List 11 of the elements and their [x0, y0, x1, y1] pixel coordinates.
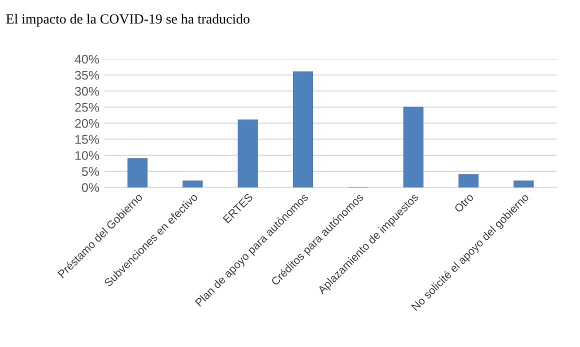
- y-tick-label: 40%: [74, 54, 100, 64]
- y-tick-label: 10%: [75, 151, 100, 160]
- y-tick-label: 15%: [75, 135, 100, 144]
- chart-title: El impacto de la COVID-19 se ha traducido: [6, 14, 250, 26]
- y-tick-label: 35%: [75, 70, 100, 80]
- y-tick-label: 25%: [75, 102, 100, 112]
- x-tick-label: Otro: [454, 192, 474, 213]
- y-tick-label: 5%: [82, 167, 100, 176]
- y-tick-label: 0%: [82, 183, 100, 192]
- y-tick-label: 30%: [75, 86, 100, 96]
- y-tick-label: 20%: [75, 118, 100, 128]
